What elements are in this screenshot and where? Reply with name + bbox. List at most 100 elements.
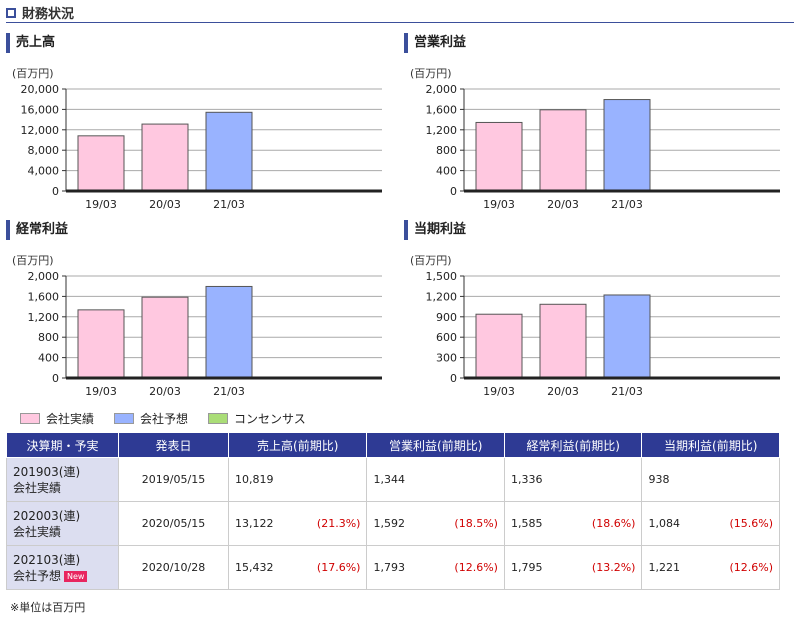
- legend-consensus: コンセンサス: [208, 410, 306, 427]
- value: 15,432: [235, 561, 274, 574]
- y-tick-label: 1,200: [28, 311, 60, 324]
- y-tick-label: 16,000: [21, 103, 60, 116]
- table-row: 202003(連) 会社実績 2020/05/15 13,122 (21.3%) 1,59…: [6, 501, 780, 546]
- row-period-cell: 202103(連) 会社予想 New: [6, 545, 119, 590]
- x-tick-label: 20/03: [149, 385, 181, 398]
- bar: [77, 135, 125, 192]
- x-tick-label: 19/03: [483, 198, 515, 211]
- chart-title: 営業利益: [404, 33, 466, 53]
- header-ordinary-profit: 経常利益(前期比): [503, 432, 643, 458]
- unit-note: ※単位は百万円: [10, 601, 86, 614]
- yoy-change: (12.6%): [729, 561, 773, 574]
- value: 1,592: [373, 517, 405, 530]
- chart-legend: 会社実績 会社予想 コンセンサス: [20, 410, 306, 427]
- yoy-change: (13.2%): [591, 561, 636, 574]
- header-sales: 売上高(前期比): [227, 432, 368, 458]
- row-type: 会社実績: [13, 524, 62, 539]
- table-row: 201903(連) 会社実績 2019/05/15 10,819 1,344 1,336 9…: [6, 457, 780, 502]
- row-date: 2020/05/15: [118, 501, 229, 546]
- chart-title: 売上高: [6, 33, 55, 53]
- x-tick-label: 21/03: [213, 198, 245, 211]
- bar: [603, 99, 651, 192]
- bar: [141, 123, 189, 192]
- yoy-change: (15.6%): [729, 517, 773, 530]
- unit-label: (百万円): [410, 67, 452, 80]
- row-type: 会社予想 New: [13, 568, 118, 584]
- value-cell: 1,585 (18.6%): [503, 501, 643, 546]
- row-period-cell: 202003(連) 会社実績: [6, 501, 119, 546]
- chart-title: 経常利益: [6, 220, 68, 240]
- value-cell: 1,221 (12.6%): [641, 545, 780, 590]
- yoy-change: (17.6%): [316, 561, 361, 574]
- bar: [77, 309, 125, 379]
- y-tick-label: 1,200: [426, 124, 458, 137]
- value: 1,793: [373, 561, 405, 574]
- yoy-change: (21.3%): [316, 517, 361, 530]
- yoy-change: (12.6%): [454, 561, 498, 574]
- header-operating-profit: 営業利益(前期比): [366, 432, 505, 458]
- y-tick-label: 300: [436, 352, 457, 365]
- y-tick-label: 0: [52, 185, 59, 198]
- value-cell: 1,344: [366, 457, 505, 502]
- value-cell: 1,795 (13.2%): [503, 545, 643, 590]
- row-date: 2019/05/15: [118, 457, 229, 502]
- y-tick-label: 800: [38, 331, 59, 344]
- value-cell: 10,819: [227, 457, 368, 502]
- value-cell: 938: [641, 457, 780, 502]
- x-tick-label: 19/03: [85, 385, 117, 398]
- y-tick-label: 2,000: [28, 270, 60, 283]
- x-tick-label: 21/03: [213, 385, 245, 398]
- y-tick-label: 1,600: [28, 290, 60, 303]
- bar: [603, 294, 651, 379]
- value: 1,221: [648, 561, 680, 574]
- value: 1,795: [510, 561, 543, 574]
- yoy-change: (18.5%): [454, 517, 498, 530]
- chart-sales: 売上高 (百万円) 0 4,000 8,000 12,000 16,000 20,000 19/…: [6, 33, 386, 213]
- bar: [205, 285, 253, 379]
- value: 10,819: [235, 473, 274, 486]
- value: 13,122: [235, 517, 274, 530]
- chart-svg: (百万円) 0 400 800 1,200 1,600 2,000 19/03 20/03 21/…: [410, 67, 780, 211]
- y-tick-label: 0: [450, 185, 457, 198]
- y-tick-label: 1,200: [426, 290, 458, 303]
- chart-svg: (百万円) 0 300 600 900 1,200 1,500 19/03 20/03 21/03: [410, 254, 780, 398]
- chart-operating-profit: 営業利益 (百万円) 0 400 800 1,200 1,600 2,000 19/03 20/0…: [404, 33, 784, 213]
- row-type: 会社実績: [13, 480, 62, 495]
- section-header: 財務状況: [6, 3, 794, 23]
- chart-svg: (百万円) 0 4,000 8,000 12,000 16,000 20,000 19/03 2…: [12, 67, 382, 211]
- value-cell: 1,336: [503, 457, 643, 502]
- y-tick-label: 600: [436, 331, 457, 344]
- header-period: 決算期・予実: [6, 432, 119, 458]
- bar: [475, 121, 523, 192]
- legend-swatch-actual: [20, 413, 40, 424]
- value-cell: 1,084 (15.6%): [641, 501, 780, 546]
- value-cell: 15,432 (17.6%): [227, 545, 368, 590]
- x-tick-label: 21/03: [611, 385, 643, 398]
- new-badge: New: [64, 570, 88, 582]
- chart-svg: (百万円) 0 400 800 1,200 1,600 2,000 19/03 20/03 21/…: [12, 254, 382, 398]
- value-cell: 1,793 (12.6%): [366, 545, 505, 590]
- chart-title: 当期利益: [404, 220, 466, 240]
- y-tick-label: 20,000: [21, 83, 60, 96]
- header-date: 発表日: [118, 432, 229, 458]
- y-tick-label: 0: [52, 372, 59, 385]
- legend-swatch-forecast: [114, 413, 135, 424]
- x-tick-label: 20/03: [149, 198, 181, 211]
- y-tick-label: 12,000: [21, 124, 60, 137]
- y-tick-label: 400: [38, 352, 59, 365]
- header-net-profit: 当期利益(前期比): [641, 432, 780, 458]
- x-tick-label: 19/03: [85, 198, 117, 211]
- x-tick-label: 20/03: [547, 385, 579, 398]
- y-tick-label: 8,000: [28, 144, 60, 157]
- y-tick-label: 2,000: [426, 83, 458, 96]
- value-cell: 1,592 (18.5%): [366, 501, 505, 546]
- y-tick-label: 1,500: [426, 270, 458, 283]
- row-period: 202003(連): [13, 508, 81, 523]
- bar: [141, 296, 189, 379]
- row-period: 202103(連): [13, 552, 81, 567]
- row-date: 2020/10/28: [118, 545, 229, 590]
- x-tick-label: 20/03: [547, 198, 579, 211]
- value: 1,344: [373, 473, 405, 486]
- legend-label-forecast: 会社予想: [140, 412, 189, 426]
- bar: [539, 303, 587, 379]
